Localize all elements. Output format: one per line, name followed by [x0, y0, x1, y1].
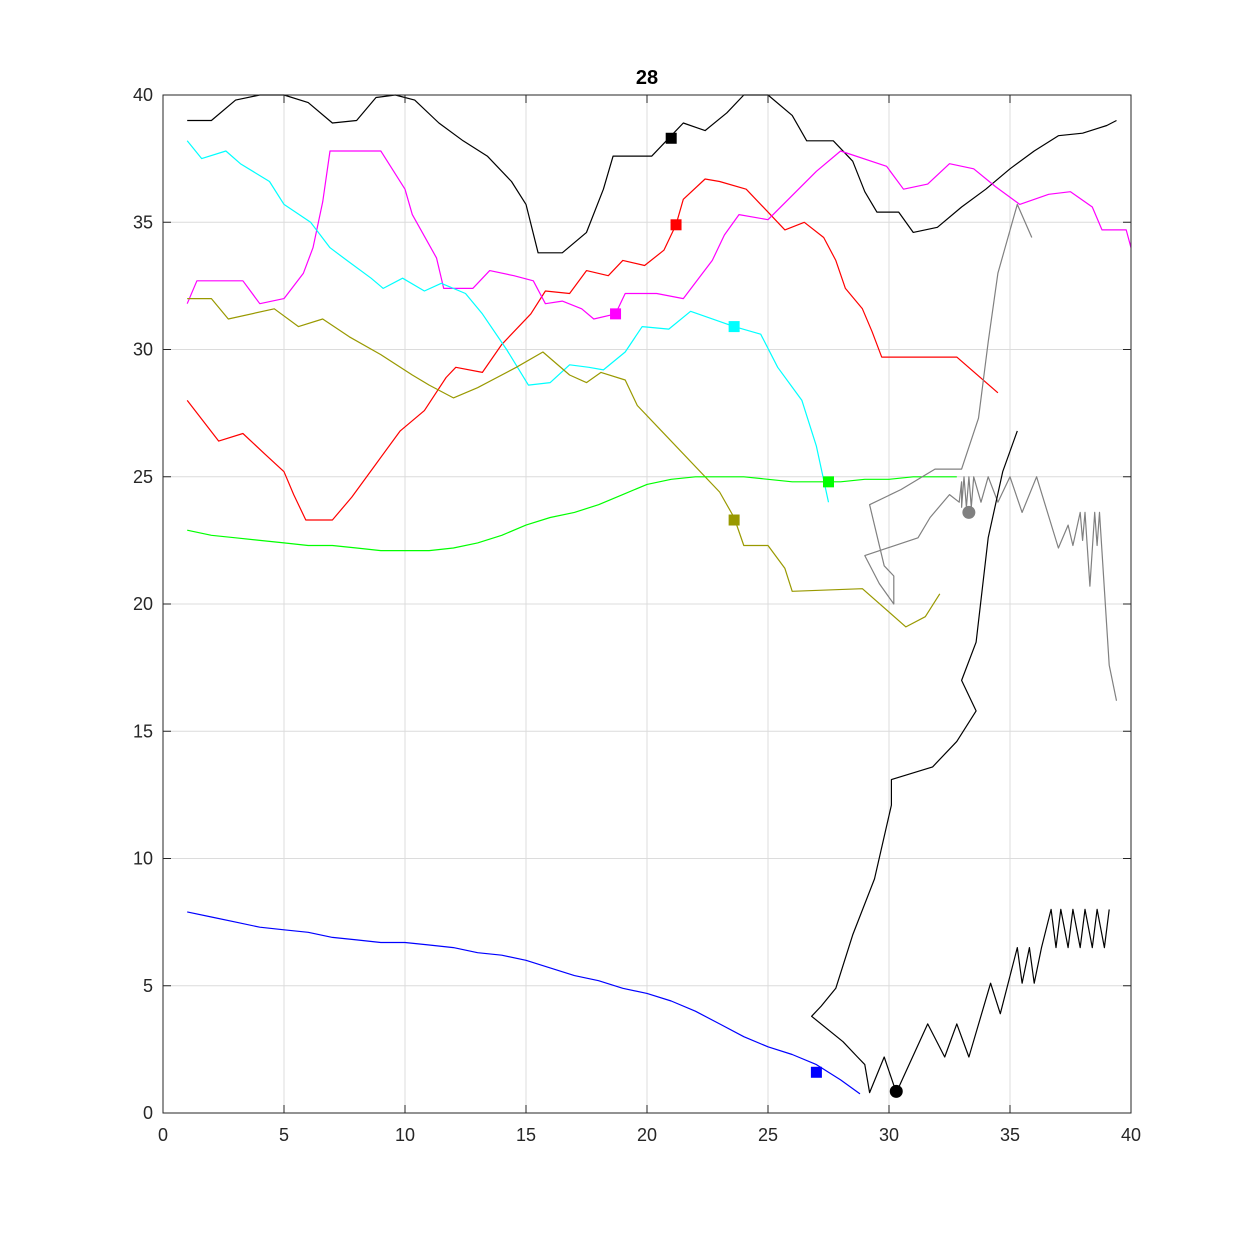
y-tick-label: 15 [133, 721, 153, 741]
series-line-7 [187, 911, 861, 1095]
series-line-9 [810, 430, 1110, 1094]
grid [163, 95, 1131, 1113]
series-layer [186, 94, 1132, 1095]
series-marker-7 [810, 1066, 822, 1078]
series-marker-2 [670, 219, 682, 231]
x-tick-label: 10 [395, 1125, 415, 1145]
marker-layer [610, 132, 976, 1098]
series-marker-8 [962, 505, 976, 519]
series-marker-6 [823, 476, 834, 488]
series-marker-9 [889, 1084, 903, 1098]
series-line-5 [187, 298, 941, 628]
ticks: 0 5 10 15 20 25 30 35 40 0 5 10 15 20 25 30 35 40 [133, 85, 1141, 1145]
y-tick-label: 40 [133, 85, 153, 105]
series-line-2 [186, 178, 999, 521]
y-tick-label: 25 [133, 467, 153, 487]
series-marker-3 [610, 308, 622, 320]
x-tick-label: 30 [879, 1125, 899, 1145]
y-tick-label: 20 [133, 594, 153, 614]
y-tick-label: 35 [133, 212, 153, 232]
series-line-4 [186, 140, 830, 503]
series-marker-4 [728, 321, 740, 333]
x-tick-label: 35 [1000, 1125, 1020, 1145]
y-tick-label: 10 [133, 849, 153, 869]
x-tick-label: 40 [1121, 1125, 1141, 1145]
x-tick-label: 20 [637, 1125, 657, 1145]
y-tick-label: 30 [133, 340, 153, 360]
series-marker-1 [665, 132, 677, 144]
chart-title: 28 [636, 67, 658, 89]
y-tick-label: 5 [143, 976, 153, 996]
series-marker-5 [728, 514, 740, 526]
y-tick-label: 0 [143, 1103, 153, 1123]
x-tick-label: 15 [516, 1125, 536, 1145]
x-tick-label: 25 [758, 1125, 778, 1145]
x-tick-label: 5 [279, 1125, 289, 1145]
x-tick-label: 0 [158, 1125, 168, 1145]
